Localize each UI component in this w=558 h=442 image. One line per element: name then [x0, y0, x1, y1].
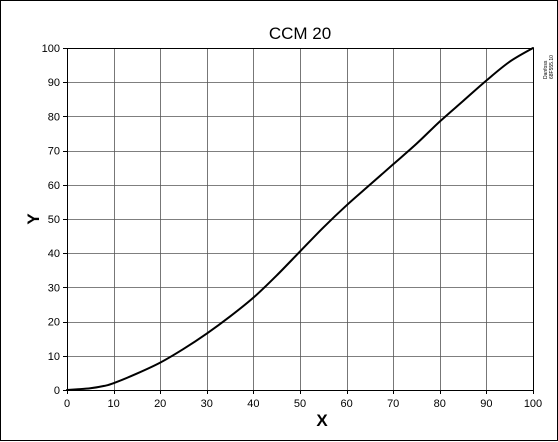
chart-title: CCM 20	[269, 24, 331, 43]
x-tick-label-0: 0	[64, 398, 70, 410]
y-tick-label-100: 100	[42, 43, 60, 55]
y-tick-label-30: 30	[48, 282, 60, 294]
x-tick-label-90: 90	[480, 398, 492, 410]
y-tick-label-80: 80	[48, 111, 60, 123]
x-tick-label-50: 50	[294, 398, 306, 410]
y-tick-label-10: 10	[48, 351, 60, 363]
grid	[63, 48, 534, 394]
y-tick-label-20: 20	[48, 317, 60, 329]
y-tick-label-0: 0	[54, 385, 60, 397]
x-tick-label-30: 30	[201, 398, 213, 410]
y-tick-label-60: 60	[48, 180, 60, 192]
y-tick-label-40: 40	[48, 248, 60, 260]
plot-frame	[67, 48, 534, 391]
x-tick-label-20: 20	[154, 398, 166, 410]
y-tick-label-70: 70	[48, 146, 60, 158]
x-tick-label-100: 100	[524, 398, 542, 410]
x-tick-label-40: 40	[247, 398, 259, 410]
x-tick-label-60: 60	[340, 398, 352, 410]
danfoss-reference: Danfoss 68F555.10	[543, 55, 555, 79]
y-tick-label-50: 50	[48, 214, 60, 226]
x-axis-label: X	[316, 411, 328, 430]
watermark-line-1: Danfoss	[543, 60, 549, 79]
watermark-line-2: 68F555.10	[549, 55, 555, 79]
x-tick-label-70: 70	[387, 398, 399, 410]
tick-labels: 0 10 20 30 40 50 60 70 80 90 100 0 10 20 30 40 50 60 70 80 9…	[42, 43, 543, 410]
series-line-0	[66, 47, 534, 391]
x-tick-label-80: 80	[434, 398, 446, 410]
series-layer	[66, 47, 534, 391]
y-axis-label: Y	[24, 213, 43, 225]
x-tick-label-10: 10	[107, 398, 119, 410]
y-tick-label-90: 90	[48, 77, 60, 89]
